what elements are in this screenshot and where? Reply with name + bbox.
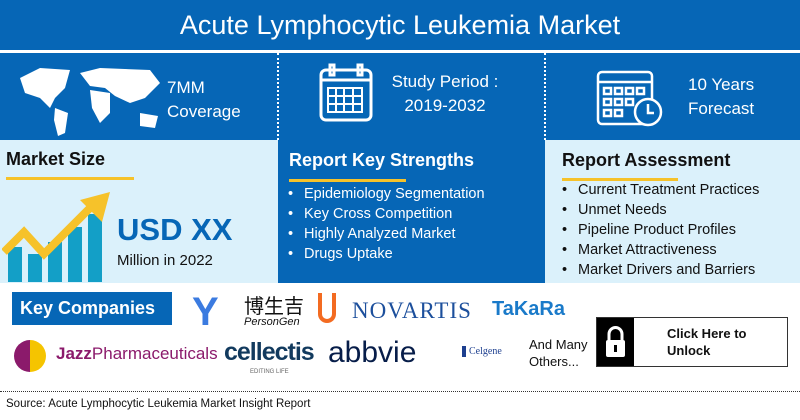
forecast-text: 10 Years Forecast	[688, 73, 754, 121]
assessment-title: Report Assessment	[562, 150, 731, 170]
market-size-panel: Market Size USD XX Million in 2022	[0, 140, 278, 283]
takara-logo: TaKaRa	[492, 298, 565, 320]
unlock-label: Click Here to Unlock	[667, 326, 747, 358]
list-item: Key Cross Competition	[284, 204, 485, 224]
divider	[0, 391, 800, 392]
assessment-panel: Report Assessment Current Treatment Prac…	[545, 140, 800, 283]
study-period: Study Period : 2019-2032	[385, 70, 505, 118]
list-item: Unmet Needs	[558, 200, 759, 220]
divider	[277, 53, 279, 140]
growth-chart-icon	[2, 192, 110, 282]
persongen-logo: PersonGen	[244, 316, 300, 328]
coverage-line1: 7MM	[167, 78, 205, 97]
celgene-logo: Celgene	[462, 346, 502, 357]
list-item: Highly Analyzed Market	[284, 224, 485, 244]
cellectis-tagline: EDITING LIFE	[250, 369, 289, 375]
market-size-value: USD XX	[117, 212, 233, 247]
jazz-word: Jazz	[56, 344, 92, 363]
novartis-flame-icon	[318, 293, 336, 323]
persongen-logo-cn: 博生吉	[244, 296, 304, 318]
cellectis-logo: cellectis	[224, 338, 315, 366]
market-size-sub: Million in 2022	[117, 252, 213, 269]
persongen-logo-mark: Y	[192, 290, 219, 334]
page-title: Acute Lymphocytic Leukemia Market	[0, 0, 800, 50]
forecast-line1: 10 Years	[688, 75, 755, 94]
list-item: Market Drivers and Barriers	[558, 260, 759, 280]
forecast-line2: Forecast	[688, 99, 755, 118]
calendar-clock-icon	[596, 70, 663, 127]
list-item: Pipeline Product Profiles	[558, 220, 759, 240]
many-others-text: And Many Others...	[529, 337, 588, 369]
market-size-title: Market Size	[6, 149, 106, 169]
coverage-text: 7MM Coverage	[167, 76, 241, 124]
strengths-list: Epidemiology Segmentation Key Cross Comp…	[284, 184, 485, 264]
jazz-logo-mark	[14, 340, 46, 372]
strengths-title: Report Key Strengths	[289, 150, 475, 170]
divider	[544, 53, 546, 140]
source-text: Source: Acute Lymphocytic Leukemia Marke…	[6, 398, 311, 410]
assessment-list: Current Treatment Practices Unmet Needs …	[558, 180, 759, 280]
key-companies-label: Key Companies	[12, 292, 172, 325]
list-item: Current Treatment Practices	[558, 180, 759, 200]
pharma-word: Pharmaceuticals	[91, 344, 218, 363]
novartis-logo: NOVARTIS	[352, 298, 472, 323]
abbvie-logo: abbvie	[328, 336, 417, 369]
list-item: Drugs Uptake	[284, 244, 485, 264]
study-label: Study Period :	[391, 72, 499, 91]
strengths-panel: Report Key Strengths Epidemiology Segmen…	[278, 140, 545, 283]
list-item: Epidemiology Segmentation	[284, 184, 485, 204]
jazz-logo: JazzPharmaceuticals	[56, 344, 218, 364]
list-item: Market Attractiveness	[558, 240, 759, 260]
study-years: 2019-2032	[404, 96, 486, 115]
unlock-button[interactable]: Click Here to Unlock	[596, 317, 788, 367]
lock-icon	[597, 318, 634, 366]
coverage-line2: Coverage	[167, 102, 241, 121]
world-map-icon	[20, 68, 160, 136]
calendar-icon	[319, 63, 373, 122]
